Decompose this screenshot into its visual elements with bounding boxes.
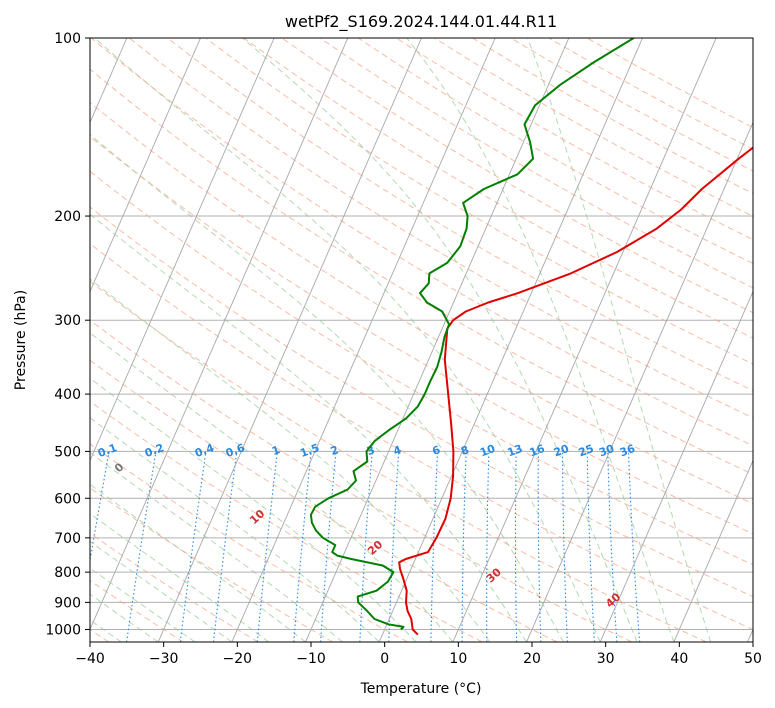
x-tick-label: 30 bbox=[597, 651, 615, 667]
mixing-ratio-label: 25 bbox=[577, 442, 596, 459]
y-tick-label: 300 bbox=[54, 313, 81, 329]
moist-adiabat-line bbox=[90, 417, 380, 642]
x-tick-label: −30 bbox=[149, 651, 179, 667]
plot-frame bbox=[89, 37, 754, 643]
dry-adiabats bbox=[90, 38, 753, 642]
mixing-ratio-label: 0.1 bbox=[96, 441, 119, 460]
mixing-ratio-line bbox=[256, 451, 278, 642]
isotherm-line bbox=[90, 38, 201, 293]
mixing-ratio-label: 0.4 bbox=[193, 441, 216, 460]
moist-adiabats bbox=[90, 38, 712, 642]
moist-adiabat-line bbox=[90, 332, 454, 642]
mixing-ratio-label: 6 bbox=[430, 443, 442, 458]
dry-adiabat-line bbox=[319, 38, 753, 289]
isotherm-line bbox=[526, 121, 753, 642]
moist-adiabat-line bbox=[90, 593, 159, 642]
moist-adiabat-line bbox=[90, 540, 233, 642]
y-tick-label: 500 bbox=[54, 444, 81, 460]
isotherm-line bbox=[90, 38, 349, 631]
y-tick-label: 400 bbox=[54, 387, 81, 403]
x-tick-label: −10 bbox=[296, 651, 326, 667]
moist-adiabat-line bbox=[90, 278, 491, 642]
dry-adiabat-line bbox=[90, 135, 753, 535]
y-axis-ticks: 100 200 300 400 500 600 700 800 900 1000 bbox=[45, 31, 90, 638]
mixing-ratio-line bbox=[179, 451, 207, 642]
dry-adiabat-line bbox=[90, 170, 753, 566]
moist-adiabat-line bbox=[90, 483, 306, 642]
y-tick-label: 100 bbox=[54, 31, 81, 47]
mixing-ratio-line bbox=[90, 451, 110, 564]
mixing-ratio-label: 13 bbox=[506, 442, 525, 459]
dry-adiabat-line bbox=[90, 206, 753, 598]
y-tick-label: 600 bbox=[54, 491, 81, 507]
moist-adiabat-line bbox=[90, 133, 564, 642]
isotherm-line bbox=[673, 459, 753, 642]
mixing-ratio-label: 3 bbox=[365, 443, 377, 458]
mixing-ratio-line bbox=[212, 451, 238, 642]
y-tick-label: 900 bbox=[54, 595, 81, 611]
mixing-ratio-label: 2 bbox=[329, 443, 341, 458]
x-axis-ticks: −40 −30 −20 −10 0 10 20 30 40 50 bbox=[75, 642, 762, 667]
y-tick-label: 800 bbox=[54, 565, 81, 581]
mixing-ratio-label: 0.6 bbox=[224, 441, 247, 460]
mixing-ratio-label: 1.5 bbox=[298, 441, 321, 460]
x-tick-label: 50 bbox=[744, 651, 762, 667]
y-tick-label: 1000 bbox=[45, 622, 81, 638]
mixing-ratio-label: 1 bbox=[270, 443, 282, 458]
x-axis-label: Temperature (°C) bbox=[360, 681, 482, 697]
x-tick-label: 40 bbox=[670, 651, 688, 667]
mixing-ratio-label: 16 bbox=[528, 442, 547, 460]
moist-adiabat-line bbox=[94, 38, 601, 642]
x-tick-label: −20 bbox=[223, 651, 253, 667]
mixing-ratio-label: 4 bbox=[392, 443, 404, 458]
y-tick-label: 700 bbox=[54, 531, 81, 547]
dry-adiabat-line bbox=[129, 38, 753, 419]
mixing-ratio-label: 10 bbox=[478, 442, 497, 460]
temperature-line bbox=[398, 146, 753, 636]
x-tick-label: 20 bbox=[523, 651, 541, 667]
plot-area bbox=[90, 38, 753, 642]
isotherm-line bbox=[452, 38, 717, 642]
x-tick-label: 0 bbox=[380, 651, 389, 667]
dry-adiabat-line bbox=[90, 359, 558, 642]
isotherm-line bbox=[231, 38, 496, 642]
dry-adiabat-line bbox=[90, 101, 753, 505]
isotherm-line bbox=[90, 38, 275, 462]
moist-adiabat-line bbox=[527, 38, 712, 642]
dry-adiabat-line bbox=[90, 68, 753, 475]
dewpoint-line bbox=[309, 38, 635, 631]
mixing-ratio-label: 30 bbox=[597, 442, 616, 460]
y-axis-label: Pressure (hPa) bbox=[13, 290, 29, 390]
moist-adiabat-line bbox=[90, 513, 270, 642]
moist-adiabat-line bbox=[90, 567, 196, 642]
y-tick-label: 200 bbox=[54, 209, 81, 225]
mixing-ratio-label: 0.2 bbox=[143, 441, 166, 460]
dry-adiabat-line bbox=[90, 243, 753, 631]
dry-adiabat-line bbox=[167, 38, 753, 392]
mixing-ratio-label: 36 bbox=[618, 442, 637, 460]
mixing-ratio-label: 8 bbox=[459, 443, 471, 458]
mixing-ratio-label: 20 bbox=[552, 442, 571, 460]
moist-adiabat-line bbox=[242, 38, 638, 642]
skewed-isotherms bbox=[90, 38, 753, 642]
dry-adiabat-line bbox=[90, 443, 408, 642]
isotherm-line bbox=[378, 38, 643, 642]
x-tick-label: −40 bbox=[75, 651, 105, 667]
profile-series bbox=[309, 38, 753, 636]
chart-title: wetPf2_S169.2024.144.01.44.R11 bbox=[285, 12, 557, 32]
isotherm-line bbox=[305, 38, 570, 642]
dry-adiabat-line bbox=[281, 38, 753, 314]
grid-lines bbox=[90, 38, 753, 630]
line-labels: 0.10.20.40.611.52346810131620253036-100-… bbox=[96, 441, 637, 610]
dry-adiabat-line bbox=[90, 319, 632, 642]
dry-adiabat-line bbox=[90, 487, 334, 642]
moist-adiabat-line bbox=[406, 38, 675, 642]
moist-adiabat-line bbox=[90, 213, 527, 642]
isotherm-line bbox=[157, 38, 422, 642]
x-tick-label: 10 bbox=[449, 651, 467, 667]
isotherm-line bbox=[599, 290, 753, 642]
